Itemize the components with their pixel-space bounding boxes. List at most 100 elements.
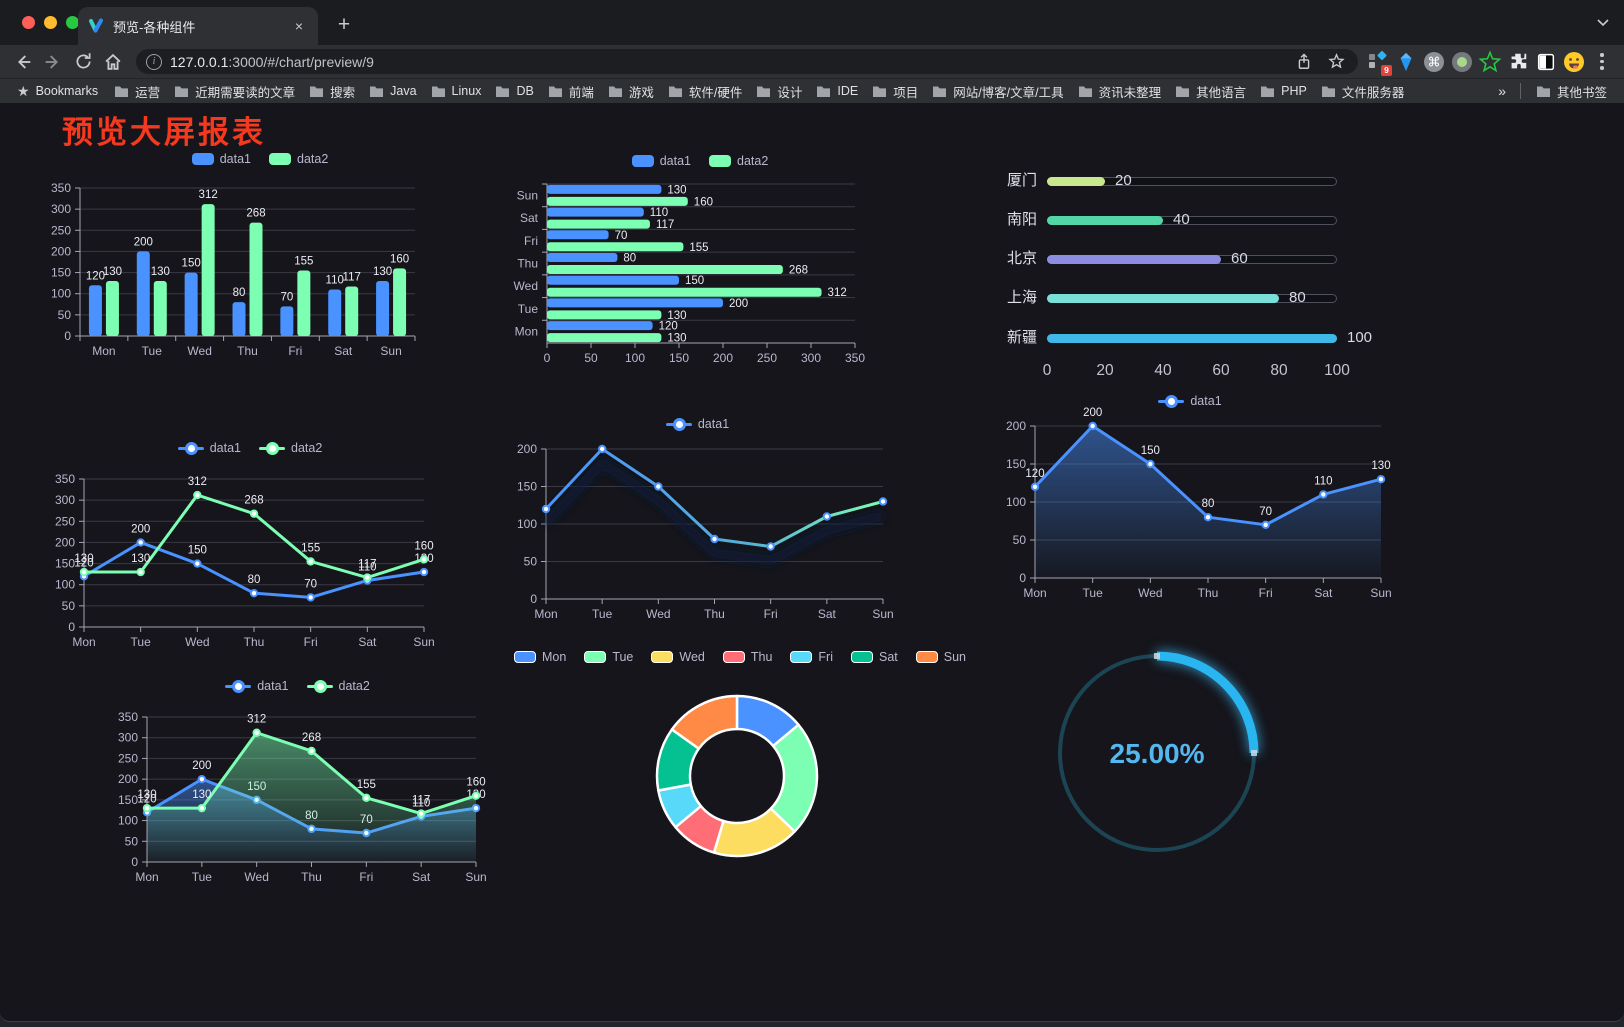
bookmark-folder[interactable]: 运营: [107, 80, 167, 103]
zoom-window-button[interactable]: [66, 16, 79, 29]
bookmarks-divider: [1519, 83, 1521, 99]
browser-tab[interactable]: 预览-各种组件 ×: [78, 7, 318, 45]
chart-legend: data1 data2: [505, 150, 895, 172]
bookmark-folder[interactable]: 项目: [865, 80, 925, 103]
home-button[interactable]: [98, 48, 128, 76]
chart-canvas: 0 50 100 150 200 250 300 350 Mon Tue Wed Thu Fri Sat S…: [51, 181, 416, 358]
bookmark-folder[interactable]: 前端: [541, 80, 601, 103]
tab-close-icon[interactable]: ×: [294, 18, 304, 34]
legend-item[interactable]: Tue: [584, 650, 633, 664]
bookmark-folder[interactable]: 近期需要读的文章: [167, 80, 302, 103]
forward-button[interactable]: [38, 48, 68, 76]
bookmark-folder[interactable]: 游戏: [601, 80, 661, 103]
bookmark-folder[interactable]: 设计: [749, 80, 809, 103]
svg-text:0: 0: [64, 329, 71, 343]
svg-text:50: 50: [125, 834, 139, 848]
svg-text:0: 0: [1019, 571, 1026, 585]
other-bookmarks-folder[interactable]: 其他书签: [1529, 80, 1614, 103]
chart-legend: Mon Tue Wed Thu Fri Sat Sun: [513, 646, 966, 668]
url-path: :3000/#/chart/preview/9: [228, 53, 374, 70]
bookmark-folder[interactable]: 搜索: [302, 80, 362, 103]
share-icon[interactable]: [1292, 50, 1316, 74]
pie-slice[interactable]: [670, 694, 739, 750]
chart-line-gradient[interactable]: data1 0 50 100 150 200 Mon Tue Wed Thu Fri Sat Sun: [500, 413, 895, 643]
svg-text:Wed: Wed: [187, 344, 211, 358]
folder-icon: [496, 86, 510, 97]
legend-item[interactable]: Sun: [915, 650, 966, 664]
extension-gem-icon[interactable]: [1392, 48, 1420, 76]
bookmarks-overflow-button[interactable]: »: [1498, 83, 1506, 99]
legend-item[interactable]: data1: [631, 154, 691, 168]
svg-text:150: 150: [517, 480, 537, 494]
legend-item[interactable]: data2: [269, 152, 328, 166]
svg-text:200: 200: [131, 523, 150, 535]
legend-swatch-icon: [915, 651, 938, 663]
folder-icon: [548, 86, 562, 97]
extension-proxy-icon[interactable]: [1448, 48, 1476, 76]
folder-icon: [431, 86, 445, 97]
address-bar[interactable]: i 127.0.0.1:3000/#/chart/preview/9: [136, 49, 1358, 74]
bookmark-folder[interactable]: PHP: [1253, 82, 1314, 100]
svg-text:110: 110: [412, 797, 430, 809]
extension-dark-mode-icon[interactable]: [1532, 48, 1560, 76]
chart-progress-bars[interactable]: 厦门 20 南阳 40 北京 60 上海 80 新疆 100 0 20 40 60 80 100: [985, 150, 1385, 400]
svg-text:50: 50: [1013, 533, 1027, 547]
bookmark-folder[interactable]: 其他语言: [1168, 80, 1253, 103]
folder-icon: [1261, 86, 1275, 97]
bookmarks-label: Bookmarks: [35, 84, 99, 98]
extension-green-star-icon[interactable]: [1476, 48, 1504, 76]
folder-icon: [115, 86, 129, 97]
chart-area-blue[interactable]: data1 0 50 100 150 200 Mon Tue Wed Thu Fri Sat Sun 12…: [985, 390, 1395, 630]
legend-item[interactable]: Mon: [513, 650, 566, 664]
bookmark-folder[interactable]: Linux: [424, 82, 489, 100]
legend-swatch-icon: [225, 679, 252, 693]
chart-bar-grouped[interactable]: data1 data2 0 50 100 150 200 250 300 350 Mon Tue Wed…: [50, 148, 470, 398]
bookmark-folder[interactable]: 软件/硬件: [661, 80, 749, 103]
legend-item[interactable]: data2: [306, 679, 370, 693]
back-button[interactable]: [8, 48, 38, 76]
bookmark-folder[interactable]: Java: [362, 82, 423, 100]
svg-text:Fri: Fri: [1259, 586, 1273, 600]
svg-text:130: 130: [1371, 460, 1390, 472]
extension-command-icon[interactable]: ⌘: [1420, 48, 1448, 76]
bookmark-folder[interactable]: IDE: [809, 82, 865, 100]
legend-item[interactable]: data1: [225, 679, 289, 693]
page-info-icon[interactable]: i: [146, 53, 162, 70]
bookmark-folder[interactable]: 资讯未整理: [1071, 80, 1169, 103]
legend-item[interactable]: Sat: [851, 650, 898, 664]
chart-line-basic[interactable]: data1 data2 0 50 100 150 200 250 300 350 Mon Tue Wed…: [40, 437, 460, 677]
legend-item[interactable]: data2: [709, 154, 768, 168]
extension-emoji-icon[interactable]: [1560, 48, 1588, 76]
legend-item[interactable]: data2: [259, 441, 322, 455]
legend-item[interactable]: data1: [1158, 394, 1222, 408]
chart-donut[interactable]: Mon Tue Wed Thu Fri Sat Sun: [513, 646, 966, 976]
bookmark-folder[interactable]: 文件服务器: [1314, 80, 1412, 103]
close-window-button[interactable]: [22, 16, 35, 29]
svg-text:Sat: Sat: [334, 344, 353, 358]
extension-grid-diamond-icon[interactable]: 9: [1364, 48, 1392, 76]
legend-item[interactable]: data1: [191, 152, 251, 166]
chart-line-area-two[interactable]: data1 data2 0 50 100 150 200 250 300 350 Mon Tue Wed…: [105, 675, 490, 915]
legend-item[interactable]: data1: [177, 441, 241, 455]
svg-text:Wed: Wed: [1138, 586, 1162, 600]
svg-text:350: 350: [55, 472, 75, 486]
legend-item[interactable]: Fri: [790, 650, 833, 664]
legend-item[interactable]: Thu: [722, 650, 772, 664]
bookmark-folder[interactable]: DB: [488, 82, 540, 100]
browser-menu-icon[interactable]: [1588, 48, 1616, 76]
legend-item[interactable]: Wed: [651, 650, 705, 664]
minimize-window-button[interactable]: [44, 16, 57, 29]
svg-text:268: 268: [244, 495, 263, 507]
chart-bar-horizontal[interactable]: data1 data2 0 50 100 150 200 250 300 350 Mon 120 130…: [505, 150, 895, 405]
chart-gauge[interactable]: 25.00%: [1040, 635, 1280, 875]
chevron-down-icon[interactable]: [1596, 18, 1610, 27]
svg-text:Thu: Thu: [301, 870, 322, 884]
bookmarks-root[interactable]: ★ Bookmarks: [10, 82, 105, 100]
bookmark-star-icon[interactable]: [1324, 50, 1348, 74]
extensions-puzzle-icon[interactable]: [1504, 48, 1532, 76]
legend-item[interactable]: data1: [665, 417, 729, 431]
legend-swatch-icon: [259, 441, 285, 455]
bookmark-folder[interactable]: 网站/博客/文章/工具: [925, 80, 1070, 103]
new-tab-button[interactable]: +: [337, 13, 351, 36]
reload-button[interactable]: [68, 48, 98, 76]
